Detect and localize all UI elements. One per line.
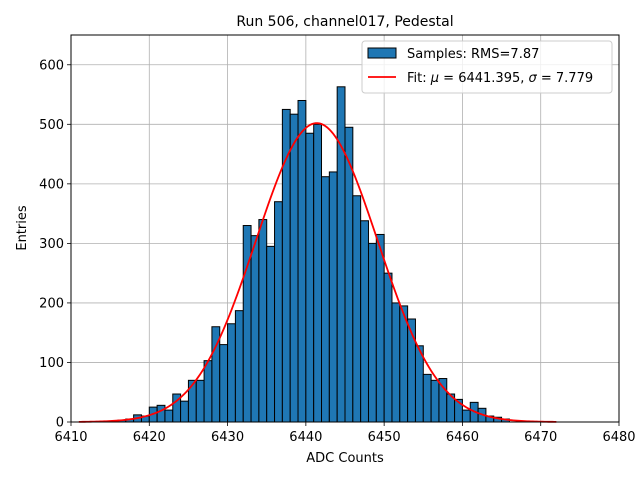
chart-title: Run 506, channel017, Pedestal (236, 14, 453, 30)
legend-fit-sigma-value: = 7.779 (537, 71, 593, 86)
histogram-bar (360, 220, 369, 423)
y-tick-label: 100 (39, 356, 64, 371)
x-tick-label: 6410 (54, 430, 87, 445)
legend-fit-sigma-symbol: σ (529, 71, 538, 86)
y-tick-label: 300 (39, 237, 64, 252)
histogram-bar (328, 171, 338, 423)
fit-curve-layer (78, 122, 557, 423)
histogram-bar (399, 305, 409, 423)
histogram-bar (274, 201, 283, 423)
histogram-bar (297, 99, 307, 423)
x-axis-ticks: 6410 6420 6430 6440 6450 6460 6470 6480 (54, 422, 636, 445)
histogram-bar (391, 302, 401, 423)
histogram-bar (305, 132, 315, 423)
y-tick-label: 200 (39, 296, 64, 311)
x-tick-label: 6430 (211, 430, 244, 445)
x-tick-label: 6460 (446, 430, 479, 445)
fit-curve (78, 122, 557, 423)
histogram-bar (313, 123, 323, 423)
y-tick-label: 500 (39, 118, 64, 133)
legend-fit-label: Fit: μ = 6441.395, σ = 7.779 (407, 71, 593, 86)
histogram-bar (336, 86, 346, 423)
y-tick-label: 400 (39, 177, 64, 192)
histogram-bar (352, 195, 362, 423)
legend-fit-prefix: Fit: (407, 71, 431, 86)
x-tick-label: 6480 (602, 430, 635, 445)
histogram-bar (219, 344, 229, 423)
histogram-bar (258, 219, 268, 423)
histogram-bar (438, 378, 448, 423)
plot-frame (70, 34, 620, 423)
histogram-bar (203, 360, 213, 423)
histogram-bar (266, 245, 276, 423)
histogram-bar (227, 323, 236, 423)
legend-fit-mu-value: = 6441.395, (439, 71, 528, 86)
histogram-bar (430, 379, 440, 423)
histogram-bar (195, 379, 205, 423)
histogram-bar (461, 409, 471, 423)
histogram-bar (383, 272, 393, 423)
histogram-bar (422, 373, 432, 423)
x-tick-label: 6440 (289, 430, 322, 445)
histogram-bar (289, 113, 299, 423)
legend-samples-label: Samples: RMS=7.87 (407, 47, 539, 62)
histogram-bar (414, 345, 424, 423)
y-axis-label: Entries (15, 205, 30, 251)
x-tick-label: 6450 (368, 430, 401, 445)
x-tick-label: 6420 (133, 430, 166, 445)
histogram-bar (187, 379, 197, 423)
x-axis-label: ADC Counts (306, 451, 384, 466)
histogram-bar (242, 225, 252, 423)
histogram-bar (321, 176, 330, 423)
y-tick-label: 600 (39, 58, 64, 73)
histogram-bar (367, 242, 377, 423)
y-tick-label: 0 (56, 416, 64, 431)
legend: Samples: RMS=7.87 Fit: μ = 6441.395, σ =… (361, 40, 613, 94)
histogram-bar (156, 404, 166, 423)
histogram-bar (344, 126, 354, 423)
histogram-bar (180, 400, 189, 423)
legend-samples-swatch (367, 47, 397, 59)
histogram-bar (164, 409, 174, 423)
histogram-bar (250, 235, 260, 423)
histogram-bar (375, 233, 385, 423)
legend-fit-mu-symbol: μ (430, 71, 439, 86)
legend-box (361, 40, 613, 94)
histogram-bar (234, 310, 244, 423)
y-axis-ticks: 0 100 200 300 400 500 600 (39, 58, 71, 431)
x-tick-label: 6470 (524, 430, 557, 445)
